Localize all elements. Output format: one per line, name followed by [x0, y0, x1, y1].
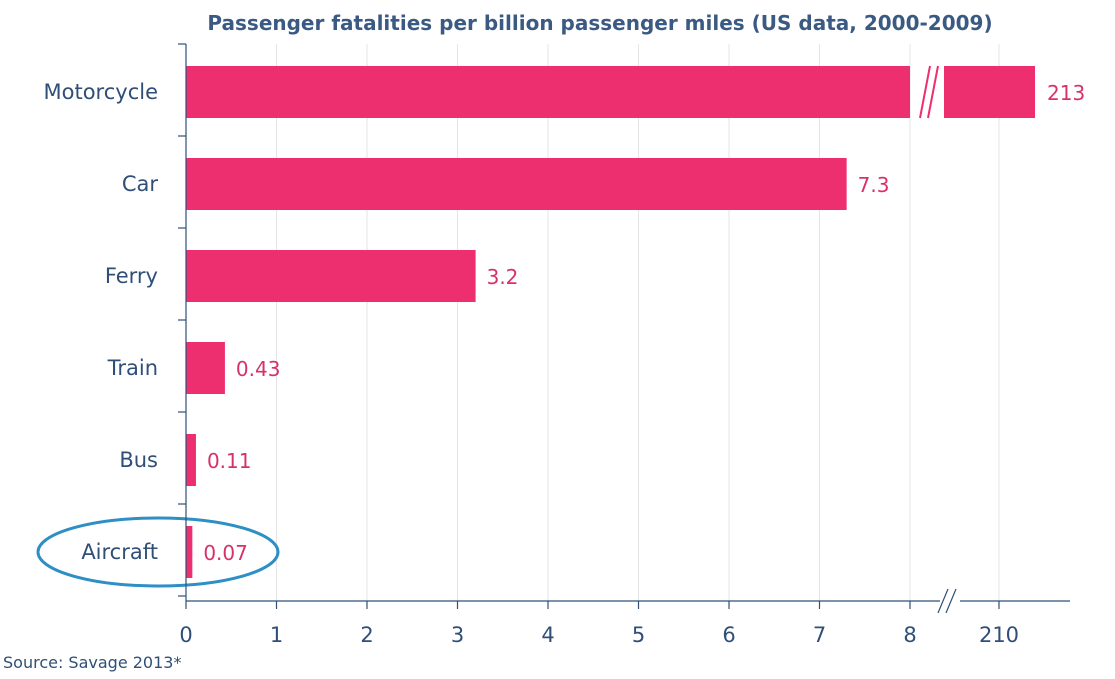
x-tick-label: 0 [179, 623, 192, 647]
category-label: Train [107, 356, 158, 380]
axis-break-mark [937, 588, 949, 614]
data-label: 7.3 [858, 173, 890, 197]
data-label: 0.43 [236, 357, 281, 381]
x-tick-label: 3 [451, 623, 464, 647]
data-label: 3.2 [487, 265, 519, 289]
bar [186, 434, 196, 486]
category-label: Ferry [105, 264, 158, 288]
x-tick-label: 5 [632, 623, 645, 647]
bar [186, 66, 910, 118]
data-label: 213 [1047, 81, 1085, 105]
x-tick-label: 8 [903, 623, 916, 647]
bar-break-mark [919, 65, 931, 119]
x-tick-label: 7 [813, 623, 826, 647]
chart-title: Passenger fatalities per billion passeng… [207, 11, 992, 35]
bar [186, 158, 847, 210]
category-label: Motorcycle [44, 80, 159, 104]
bar-break-mark [927, 65, 939, 119]
x-tick-label: 1 [270, 623, 283, 647]
category-label: Aircraft [81, 540, 158, 564]
bar [186, 526, 193, 578]
x-tick-label: 210 [979, 623, 1019, 647]
bar [186, 250, 476, 302]
category-label: Bus [119, 448, 158, 472]
bar [944, 66, 1035, 118]
data-label: 0.07 [203, 541, 248, 565]
data-label: 0.11 [207, 449, 252, 473]
x-tick-label: 6 [722, 623, 735, 647]
bars: 213 7.3 3.2 0.43 0.11 0.07 [36, 65, 1085, 588]
grid-lines [276, 44, 1000, 601]
x-tick-label: 2 [360, 623, 373, 647]
bar [186, 342, 225, 394]
axis-break-mark [945, 588, 957, 614]
source-note: Source: Savage 2013* [3, 653, 181, 672]
axes: Motorcycle Car Ferry Train Bus Aircraft 0 1 2 3 4 5… [44, 43, 1070, 647]
highlight-ellipse [36, 516, 280, 588]
category-label: Car [122, 172, 159, 196]
x-tick-label: 4 [541, 623, 554, 647]
